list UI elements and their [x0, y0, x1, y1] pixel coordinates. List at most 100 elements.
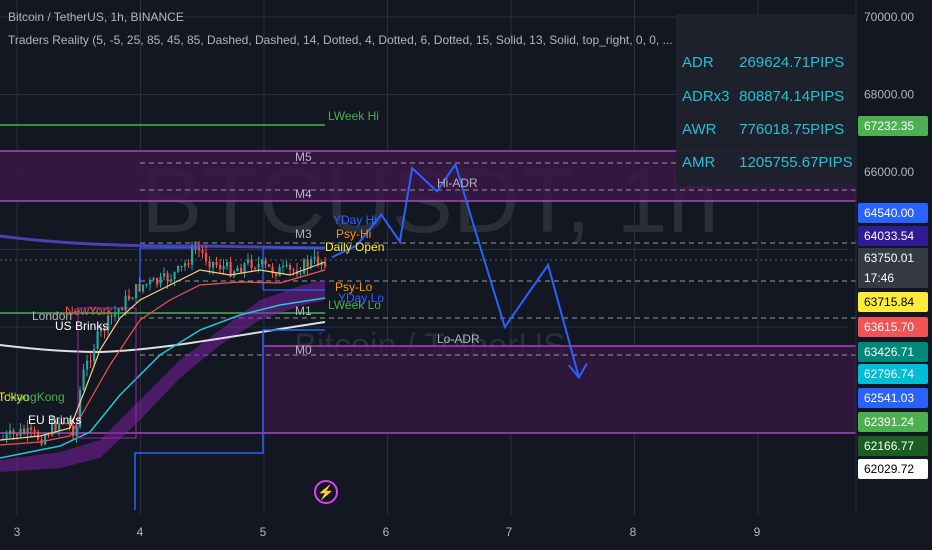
projection-path	[331, 161, 580, 378]
candle-body	[226, 262, 229, 267]
candle-body	[128, 295, 131, 300]
ema-200-line	[0, 234, 326, 250]
candle-body	[271, 266, 274, 274]
candle-body	[26, 427, 29, 434]
candle-body	[187, 263, 190, 265]
candle-body	[82, 369, 85, 390]
x-tick-label: 8	[630, 525, 637, 539]
candle-body	[254, 267, 257, 269]
level-label: LWeek Hi	[328, 109, 379, 123]
candle-body	[191, 248, 194, 265]
candle-body	[61, 423, 64, 425]
candle-body	[51, 422, 54, 436]
candle-body	[138, 284, 141, 292]
y-tick-label: 66000.00	[864, 165, 914, 179]
candle-body	[184, 263, 187, 267]
candle-body	[54, 422, 57, 431]
price-tag	[858, 116, 928, 136]
candle-body	[68, 423, 71, 426]
level-label: Psy-Lo	[335, 280, 373, 294]
candle-body	[275, 273, 278, 277]
candle-body	[278, 266, 281, 277]
stat-value: 808874.14PIPS	[739, 88, 845, 105]
stat-label: AWR	[682, 121, 717, 138]
session-label: HongKong	[8, 390, 65, 404]
candle-body	[19, 428, 22, 436]
candle-body	[58, 423, 61, 431]
stat-row-awr: AWR 776018.75PIPS	[682, 121, 844, 138]
candle-body	[212, 261, 215, 268]
candle-body	[247, 259, 250, 264]
session-box-line	[134, 329, 325, 510]
candle-body	[166, 273, 169, 282]
indicator-settings-line[interactable]: Traders Reality (5, -5, 25, 85, 45, 85, …	[8, 33, 673, 47]
stats-table: ADR 269624.71PIPS ADRx3 808874.14PIPS AW…	[676, 14, 856, 186]
ema-5-line	[0, 261, 326, 441]
candle-body	[170, 279, 173, 282]
price-tag	[858, 317, 928, 337]
candle-body	[149, 279, 152, 285]
ema-800-line	[0, 321, 326, 354]
stat-label: ADRx3	[682, 88, 730, 105]
level-label: Daily Open	[325, 240, 384, 254]
level-label: M5	[295, 150, 312, 164]
candle-body	[257, 263, 260, 269]
candle-body	[198, 248, 201, 251]
ema-50-line	[0, 297, 326, 459]
level-label: YDay Lo	[338, 291, 384, 305]
candle-body	[240, 267, 243, 273]
y-tick-label: 70000.00	[864, 10, 914, 24]
candle-body	[117, 308, 120, 313]
candle-body	[5, 434, 8, 440]
candle-body	[159, 276, 162, 285]
level-label: Psy-Hi	[336, 227, 371, 241]
lower-zone	[263, 346, 856, 433]
candle-body	[152, 278, 155, 280]
candle-body	[145, 284, 148, 286]
session-box-purple	[77, 307, 137, 439]
lightning-icon[interactable]: ⚡	[314, 480, 338, 504]
candle-body	[135, 284, 138, 299]
candle-body	[250, 259, 253, 268]
price-tag	[858, 388, 928, 408]
candle-body	[313, 256, 316, 259]
level-label: M3	[295, 227, 312, 241]
price-tag-label: 63615.70	[864, 320, 914, 334]
candle-body	[121, 308, 124, 311]
candle-body	[163, 273, 166, 277]
price-tag-label: 63426.71	[864, 345, 914, 359]
candle-body	[243, 263, 246, 273]
level-label: M1	[295, 304, 312, 318]
stat-value: 269624.71PIPS	[739, 54, 845, 71]
candle-body	[205, 252, 208, 262]
candle-body	[44, 435, 47, 445]
price-tag-countdown: 17:46	[864, 271, 894, 285]
candle-body	[324, 261, 327, 267]
price-tag	[858, 226, 928, 246]
ema-band	[0, 280, 325, 472]
price-tag	[858, 412, 928, 432]
session-label: NewYork	[65, 304, 114, 318]
stat-label: AMR	[682, 154, 716, 171]
candle-body	[65, 423, 68, 425]
session-label: EU Brinks	[28, 413, 81, 427]
level-label: Hi-ADR	[437, 176, 478, 190]
candle-body	[177, 265, 180, 272]
level-label: M0	[295, 343, 312, 357]
x-tick-label: 3	[14, 525, 21, 539]
price-tag-label: 62166.77	[864, 439, 914, 453]
candle-body	[100, 328, 103, 332]
candle-body	[310, 258, 313, 267]
x-tick-label: 7	[506, 525, 513, 539]
stat-label: ADR	[682, 54, 714, 71]
session-label: London	[32, 309, 72, 323]
candle-body	[23, 428, 26, 434]
candle-body	[86, 360, 89, 370]
price-tag-label: 64540.00	[864, 206, 914, 220]
candle-body	[12, 430, 15, 434]
candle-body	[47, 435, 50, 437]
price-tag	[858, 342, 928, 362]
price-tag-label: 62541.03	[864, 391, 914, 405]
candle-body	[79, 389, 82, 427]
candle-body	[173, 271, 176, 280]
